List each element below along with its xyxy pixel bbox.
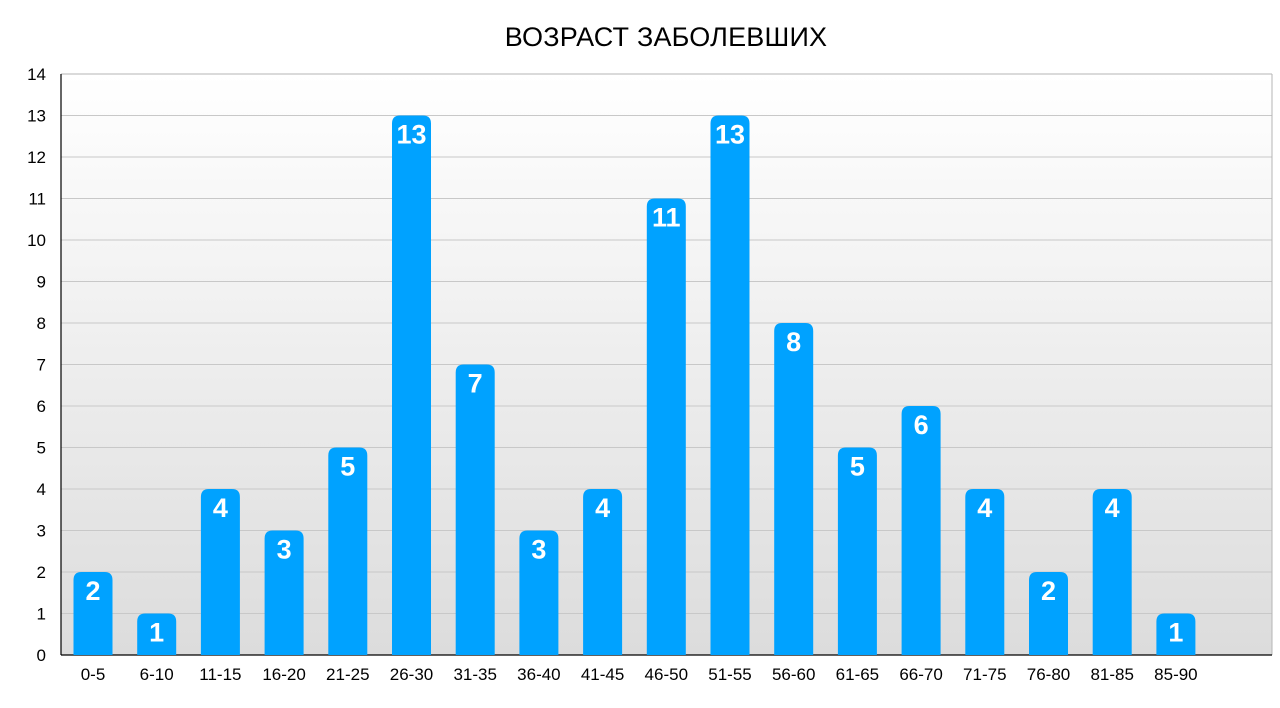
x-tick-label: 6-10 [140, 665, 174, 684]
y-tick-label: 10 [27, 231, 46, 250]
bar-36-40 [519, 530, 559, 655]
bar-0-5 [73, 572, 113, 655]
bar-21-25 [328, 447, 368, 655]
bar-6-10 [137, 613, 177, 655]
x-tick-label: 46-50 [645, 665, 688, 684]
bar-16-20 [264, 530, 304, 655]
bar-value-label: 4 [213, 493, 228, 523]
y-tick-label: 8 [37, 314, 46, 333]
x-tick-label: 26-30 [390, 665, 433, 684]
bar-value-label: 7 [468, 369, 483, 399]
bars [73, 115, 1196, 655]
bar-11-15 [200, 489, 240, 655]
x-tick-label: 36-40 [517, 665, 560, 684]
y-tick-label: 7 [37, 356, 46, 375]
x-tick-label: 66-70 [899, 665, 942, 684]
bar-value-label: 8 [786, 327, 801, 357]
y-tick-label: 6 [37, 397, 46, 416]
bar-value-label: 13 [396, 120, 426, 150]
bar-56-60 [774, 323, 814, 655]
y-tick-label: 0 [37, 646, 46, 665]
bar-value-label: 2 [85, 576, 100, 606]
bar-value-label: 11 [652, 203, 681, 233]
bar-value-label: 1 [1168, 618, 1183, 648]
y-tick-label: 2 [37, 563, 46, 582]
x-tick-label: 11-15 [199, 665, 241, 684]
bar-value-label: 5 [340, 452, 355, 482]
bar-46-50 [646, 198, 686, 655]
bar-value-label: 5 [850, 452, 865, 482]
bar-26-30 [392, 115, 431, 655]
bar-value-label: 3 [277, 535, 292, 565]
bar-value-label: 4 [977, 493, 992, 523]
y-tick-label: 13 [27, 107, 46, 126]
bar-41-45 [583, 489, 623, 655]
x-tick-label: 31-35 [453, 665, 496, 684]
x-tick-label: 0-5 [81, 665, 106, 684]
x-tick-label: 81-85 [1090, 665, 1133, 684]
bar-value-label: 1 [149, 618, 164, 648]
x-tick-label: 41-45 [581, 665, 624, 684]
x-tick-label: 76-80 [1027, 665, 1070, 684]
x-tick-label: 71-75 [963, 665, 1006, 684]
bar-71-75 [965, 489, 1005, 655]
bar-value-label: 6 [914, 410, 929, 440]
y-tick-label: 14 [27, 65, 46, 84]
bar-76-80 [1029, 572, 1068, 655]
bar-31-35 [455, 364, 495, 655]
y-tick-label: 12 [27, 148, 46, 167]
y-tick-label: 3 [37, 522, 46, 541]
x-axis-tick-labels: 0-5 6-10 11-15 16-20 21-25 26-30 31-35 36-40 41-… [81, 665, 1198, 684]
x-tick-label: 51-55 [708, 665, 751, 684]
x-tick-label: 61-65 [836, 665, 879, 684]
bar-51-55 [710, 115, 750, 655]
bar-value-labels: 2 1 4 3 5 13 7 3 4 11 13 8 5 6 4 2 4 1 [85, 120, 1183, 648]
x-tick-label: 85-90 [1154, 665, 1197, 684]
y-tick-label: 4 [37, 480, 46, 499]
x-tick-label: 56-60 [772, 665, 815, 684]
bar-66-70 [901, 406, 941, 655]
y-tick-label: 1 [37, 605, 46, 624]
bar-61-65 [837, 447, 877, 655]
y-tick-label: 11 [28, 190, 46, 209]
chart-title: ВОЗРАСТ ЗАБОЛЕВШИХ [504, 22, 828, 52]
x-tick-label: 16-20 [262, 665, 305, 684]
bar-value-label: 13 [715, 120, 745, 150]
bar-value-label: 3 [531, 535, 546, 565]
bar-81-85 [1092, 489, 1132, 655]
y-tick-label: 9 [37, 273, 46, 292]
bar-85-90 [1156, 613, 1196, 655]
bar-value-label: 4 [595, 493, 610, 523]
bar-value-label: 4 [1105, 493, 1120, 523]
x-tick-label: 21-25 [326, 665, 369, 684]
bar-value-label: 2 [1041, 576, 1056, 606]
y-tick-label: 5 [37, 439, 46, 458]
